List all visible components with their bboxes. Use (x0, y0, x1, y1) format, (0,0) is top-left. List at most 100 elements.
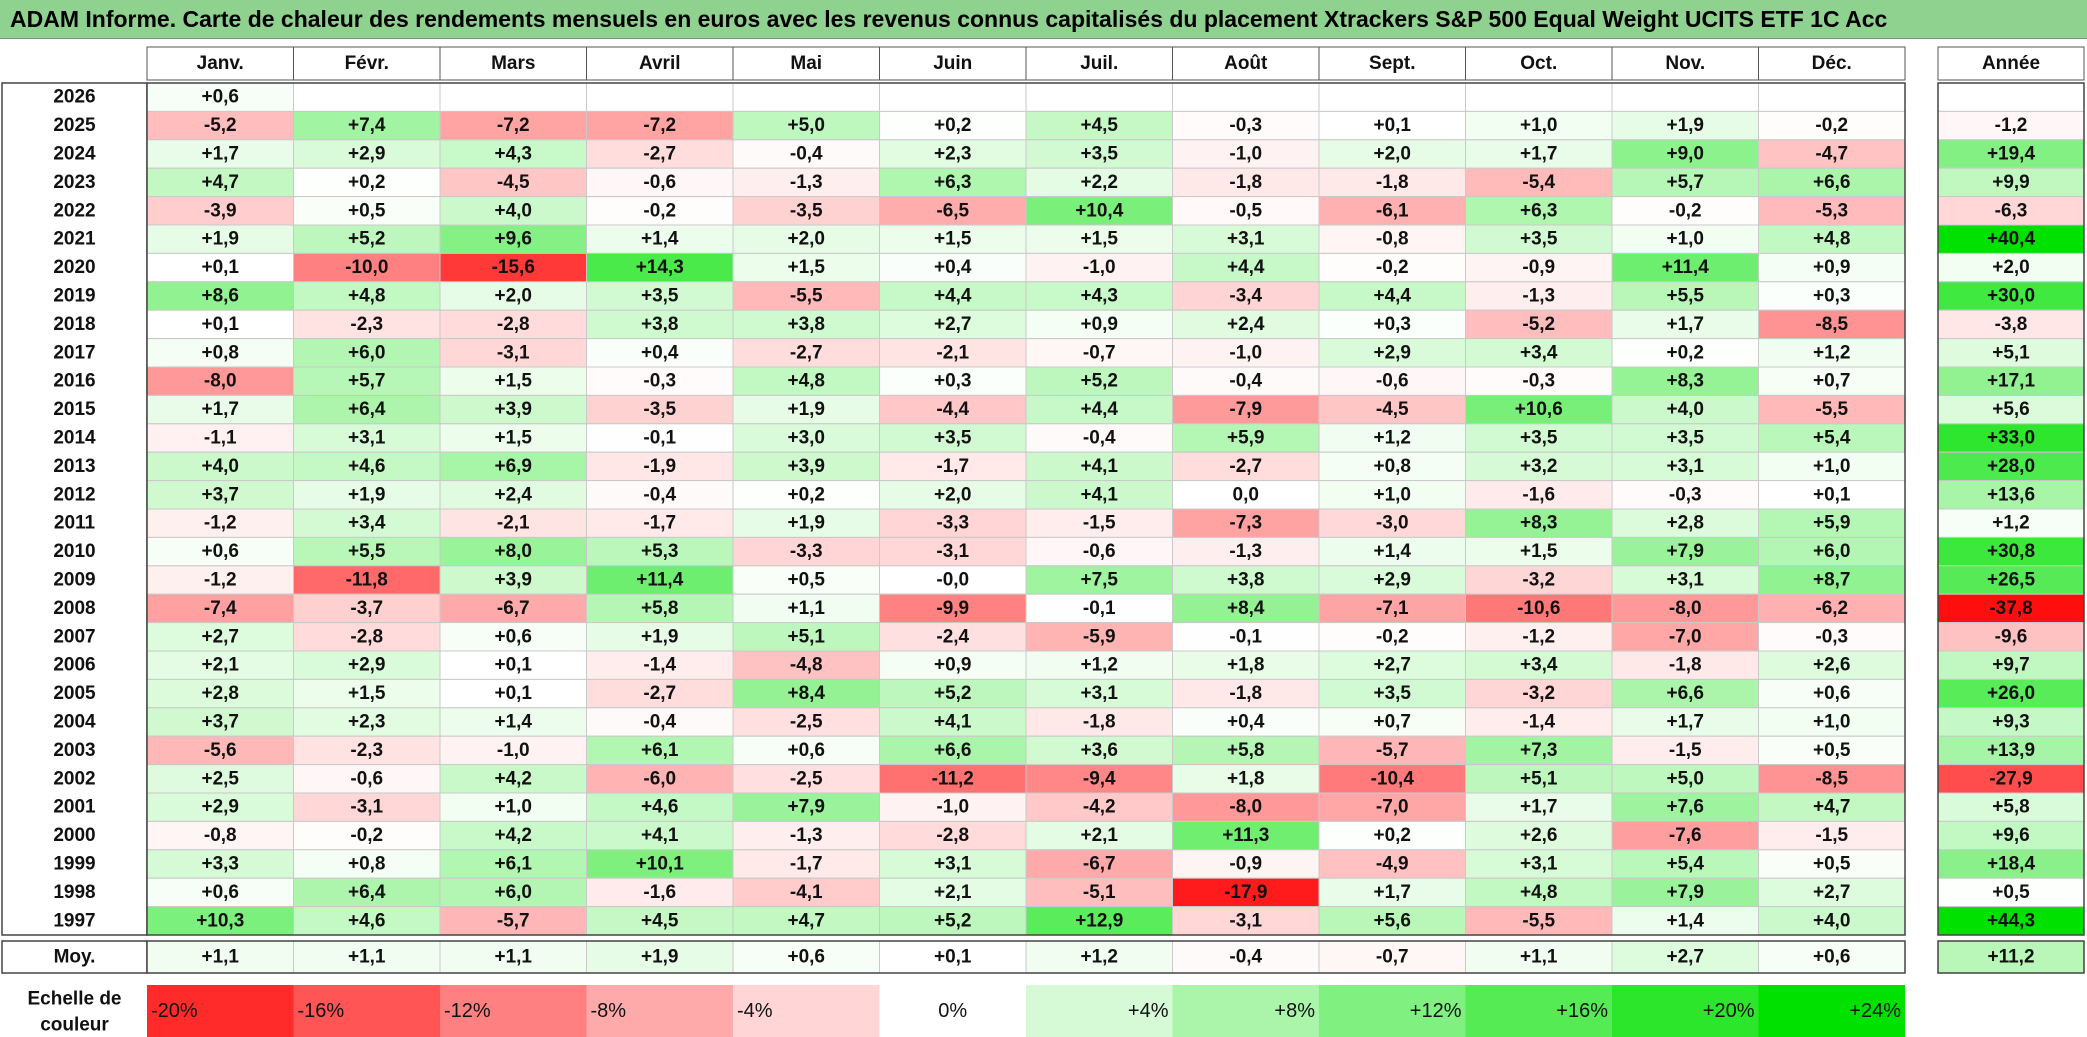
cell-value-2016-1: -8,0 (204, 371, 237, 392)
cell-2022-2 (293, 196, 441, 226)
month-grid-border (146, 82, 1906, 936)
cell-2022-11 (1611, 196, 1759, 226)
cell-2010-3 (439, 536, 587, 567)
cell-2003-9 (1318, 735, 1466, 766)
cell-2001-10 (1465, 792, 1613, 822)
cell-2026-11 (1611, 82, 1759, 112)
cell-2016-9 (1318, 366, 1466, 396)
cell-value-2020-2: -10,0 (345, 257, 388, 278)
cell-value-2002-9: -10,4 (1371, 768, 1415, 789)
scale-stop-label-4: -8% (591, 1000, 627, 1022)
cell-2014-10 (1465, 423, 1613, 453)
cell-2019-3 (439, 281, 587, 311)
cell-value-1999-9: -4,9 (1376, 854, 1409, 875)
cell-value-2008-1: -7,4 (204, 598, 237, 619)
cell-2024-11 (1611, 139, 1759, 169)
cell-value-2015-1: +1,7 (201, 399, 239, 420)
average-cell-8 (1172, 940, 1320, 974)
cell-2023-8 (1172, 167, 1320, 198)
cell-value-2001-6: -1,0 (936, 797, 969, 818)
cell-value-2004-2: +2,3 (348, 712, 386, 733)
cell-value-2015-9: -4,5 (1376, 399, 1409, 420)
cell-value-2012-7: +4,1 (1080, 484, 1118, 505)
cell-value-1997-2: +4,6 (348, 910, 386, 931)
cell-value-2018-5: +3,8 (787, 314, 825, 335)
cell-value-2010-8: -1,3 (1229, 541, 1262, 562)
annual-value-2015: +5,6 (1992, 399, 2030, 420)
cell-2011-12 (1758, 508, 1906, 538)
cell-2016-3 (439, 366, 587, 396)
cell-value-2025-10: +1,0 (1520, 115, 1558, 136)
annual-value-2007: -9,6 (1995, 626, 2028, 647)
cell-value-2023-10: -5,4 (1522, 172, 1555, 193)
cell-value-2007-12: -0,3 (1815, 626, 1848, 647)
cell-value-2011-3: -2,1 (497, 513, 530, 534)
cell-value-2011-4: -1,7 (643, 513, 676, 534)
cell-1997-1 (146, 906, 294, 936)
cell-2025-6 (879, 110, 1027, 141)
header-label-7: Juil. (1080, 53, 1118, 74)
annual-value-1999: +18,4 (1987, 854, 2036, 875)
row-year-2023: 2023 (53, 172, 95, 193)
cell-value-2002-5: -2,5 (790, 768, 823, 789)
cell-2012-1 (146, 480, 294, 510)
annual-cell-2008 (1937, 593, 2085, 624)
cell-2000-2 (293, 820, 441, 851)
average-annual-cell (1937, 940, 2085, 974)
cell-value-2010-5: -3,3 (790, 541, 823, 562)
scale-swatch-4 (586, 985, 733, 1037)
cell-value-2012-9: +1,0 (1373, 484, 1411, 505)
cell-2022-10 (1465, 196, 1613, 226)
cell-2018-5 (732, 309, 880, 340)
cell-2016-1 (146, 366, 294, 396)
cell-1999-2 (293, 849, 441, 879)
cell-value-2012-12: +0,1 (1813, 484, 1851, 505)
annual-grid-border (1937, 82, 2085, 936)
cell-value-2000-9: +0,2 (1373, 825, 1411, 846)
cell-2003-10 (1465, 735, 1613, 766)
cell-2022-8 (1172, 196, 1320, 226)
annual-cell-2014 (1937, 423, 2085, 453)
cell-value-2009-4: +11,4 (636, 570, 683, 591)
cell-2024-2 (293, 139, 441, 169)
annual-value-2025: -1,2 (1995, 115, 2028, 136)
cell-2003-8 (1172, 735, 1320, 766)
cell-value-2010-12: +6,0 (1813, 541, 1851, 562)
cell-2000-10 (1465, 820, 1613, 851)
cell-value-2019-1: +8,6 (201, 286, 239, 307)
cell-2008-3 (439, 593, 587, 624)
cell-2023-4 (586, 167, 734, 198)
cell-value-2004-8: +0,4 (1227, 712, 1265, 733)
cell-value-2005-6: +5,2 (934, 683, 972, 704)
cell-2011-6 (879, 508, 1027, 538)
cell-value-2002-4: -6,0 (643, 768, 676, 789)
cell-value-2025-6: +0,2 (934, 115, 972, 136)
cell-value-2023-1: +4,7 (201, 172, 239, 193)
row-year-2011: 2011 (54, 513, 96, 534)
cell-value-2024-7: +3,5 (1080, 144, 1118, 165)
cell-value-1997-5: +4,7 (787, 910, 825, 931)
cell-value-2007-11: -7,0 (1669, 626, 1702, 647)
cell-value-2009-9: +2,9 (1373, 570, 1411, 591)
header-cell-8 (1172, 46, 1320, 81)
cell-2013-3 (439, 451, 587, 482)
cell-2017-5 (732, 338, 880, 368)
cell-value-2009-5: +0,5 (787, 570, 825, 591)
row-year-1998: 1998 (53, 882, 95, 903)
cell-2006-6 (879, 650, 1027, 680)
average-label: Moy. (54, 947, 96, 968)
cell-value-2005-10: -3,2 (1522, 683, 1555, 704)
cell-value-1997-7: +12,9 (1075, 910, 1123, 931)
annual-value-2001: +5,8 (1992, 797, 2030, 818)
cell-value-2022-2: +0,5 (348, 200, 386, 221)
scale-stop-label-8: +8% (1274, 1000, 1315, 1022)
cell-2005-9 (1318, 678, 1466, 709)
average-label-cell (1, 940, 148, 974)
cell-2021-1 (146, 224, 294, 254)
header-label-4: Avril (639, 53, 681, 74)
header-cell-12 (1758, 46, 1906, 81)
average-value-2: +1,1 (348, 947, 386, 968)
cell-2016-2 (293, 366, 441, 396)
cell-value-1999-12: +0,5 (1813, 854, 1851, 875)
cell-value-2025-12: -0,2 (1815, 115, 1848, 136)
